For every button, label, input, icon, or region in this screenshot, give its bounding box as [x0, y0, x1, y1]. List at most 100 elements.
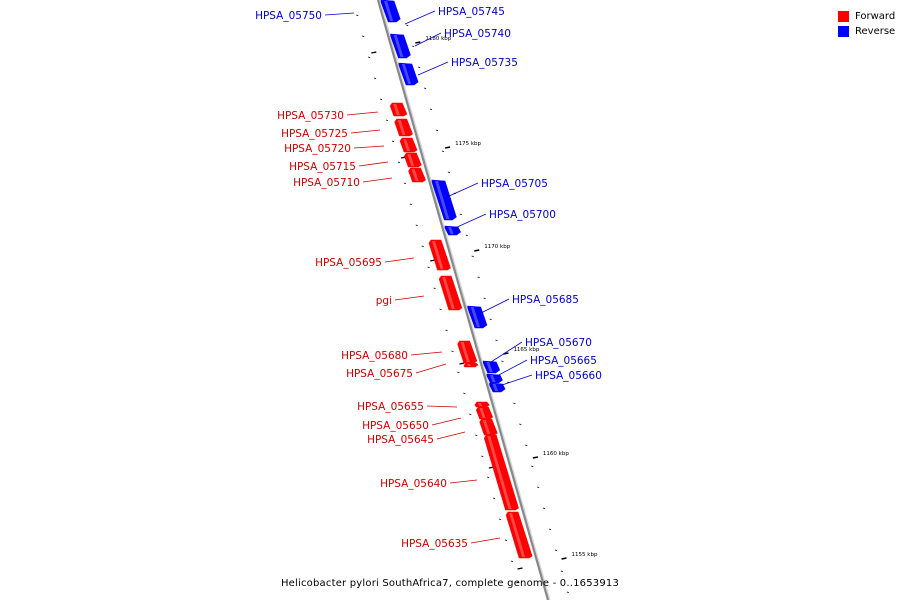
gene-block-hpsa_05730[interactable] — [389, 102, 408, 117]
major-tick-mark — [517, 567, 523, 570]
gene-label[interactable]: HPSA_05745 — [438, 6, 505, 18]
gene-label[interactable]: HPSA_05740 — [444, 28, 511, 40]
minor-tick — [566, 591, 570, 593]
minor-tick — [498, 518, 502, 520]
gene-label[interactable]: HPSA_05715 — [289, 161, 356, 173]
minor-tick — [510, 560, 514, 562]
gene-block-hpsa_05725[interactable] — [394, 118, 413, 137]
minor-tick — [560, 570, 564, 572]
minor-tick — [501, 360, 504, 362]
gene-block-shading — [489, 375, 496, 382]
gene-block-shading — [432, 241, 444, 269]
gene-label[interactable]: HPSA_05680 — [341, 350, 408, 362]
forward-swatch — [838, 11, 849, 22]
gene-label[interactable]: HPSA_05720 — [284, 143, 351, 155]
gene-leader-line — [426, 405, 458, 408]
gene-block-hpsa_05635[interactable] — [505, 511, 533, 559]
minor-tick — [445, 329, 448, 331]
gene-label[interactable]: HPSA_05695 — [315, 257, 382, 269]
gene-label[interactable]: HPSA_05665 — [530, 355, 597, 367]
gene-label[interactable]: HPSA_05685 — [512, 294, 579, 306]
gene-leader-line — [353, 145, 385, 149]
tick-label: 1170 kbp — [484, 244, 510, 250]
gene-block-hpsa_05710[interactable] — [408, 167, 426, 183]
tick-label: 1180 kbp — [425, 36, 451, 42]
minor-tick — [421, 245, 424, 247]
major-tick-mark — [444, 146, 451, 149]
gene-block-hpsa_05720[interactable] — [399, 137, 418, 153]
gene-leader-line — [431, 417, 462, 426]
gene-block-hpsa_05695[interactable] — [428, 239, 451, 271]
gene-block-shading — [393, 104, 400, 115]
gene-block-hpsa_05685[interactable] — [467, 305, 488, 329]
gene-label[interactable]: HPSA_05655 — [357, 401, 424, 413]
minor-tick — [379, 98, 383, 100]
gene-block-hpsa_05715[interactable] — [404, 152, 422, 168]
minor-tick — [406, 24, 409, 26]
minor-tick — [459, 213, 462, 215]
minor-tick — [463, 392, 466, 394]
minor-tick — [513, 402, 516, 404]
minor-tick — [403, 182, 406, 184]
minor-tick — [489, 318, 492, 320]
gene-block-hpsa_05735[interactable] — [398, 62, 419, 86]
gene-block-shading — [477, 403, 483, 406]
gene-label[interactable]: HPSA_05735 — [451, 57, 518, 69]
gene-block-shading — [448, 227, 454, 234]
gene-block-hpsa_05705[interactable] — [431, 179, 457, 221]
gene-label[interactable]: HPSA_05650 — [362, 420, 429, 432]
gene-block-hpsa_05670[interactable] — [482, 360, 501, 374]
gene-label[interactable]: HPSA_05700 — [489, 209, 556, 221]
gene-block-hpsa_05740[interactable] — [390, 33, 411, 59]
minor-tick — [397, 161, 401, 163]
gene-block-shading — [442, 277, 455, 309]
gene-block-shading — [411, 169, 419, 181]
gene-block-shading — [435, 181, 450, 219]
gene-block-shading — [487, 436, 512, 509]
minor-tick — [412, 45, 415, 47]
gene-block-hpsa_05675[interactable] — [463, 362, 479, 368]
minor-tick — [475, 434, 478, 436]
gene-label[interactable]: HPSA_05670 — [525, 337, 592, 349]
tick-layer: 1180 kbp 1175 kbp 1170 kbp 1165 kbp 1160 kbp… — [356, 14, 598, 593]
legend-forward-label: Forward — [855, 11, 896, 22]
tick-label: 1175 kbp — [455, 141, 481, 147]
gene-label[interactable]: HPSA_05675 — [346, 368, 413, 380]
gene-leader-line — [454, 213, 487, 229]
gene-label[interactable]: HPSA_05730 — [277, 110, 344, 122]
gene-leader-line — [350, 129, 381, 134]
gene-leader-line — [498, 374, 533, 387]
gene-leader-line — [446, 182, 479, 198]
gene-block-shading — [470, 307, 480, 327]
minor-tick — [554, 549, 558, 551]
gene-label[interactable]: HPSA_05705 — [481, 178, 548, 190]
gene-block-hpsa_05745[interactable] — [380, 0, 401, 23]
gene-leader-line — [404, 10, 436, 25]
gene-label[interactable]: HPSA_05640 — [380, 478, 447, 490]
gene-block-shading — [486, 362, 493, 372]
gene-label[interactable]: HPSA_05725 — [281, 128, 348, 140]
gene-label[interactable]: HPSA_05635 — [401, 538, 468, 550]
gene-leader-line — [415, 363, 447, 374]
minor-tick — [423, 87, 427, 89]
gene-block-hpsa_05655[interactable] — [474, 401, 490, 408]
gene-label[interactable]: HPSA_05660 — [535, 370, 602, 382]
gene-label[interactable]: HPSA_05645 — [367, 434, 434, 446]
minor-tick — [465, 234, 468, 236]
minor-tick — [439, 308, 442, 310]
major-tick-mark — [474, 249, 480, 252]
major-tick-mark — [371, 51, 377, 54]
gene-block-shading — [466, 364, 471, 366]
legend-reverse: Reverse — [838, 24, 895, 39]
gene-block-hpsa_05665[interactable] — [486, 373, 503, 384]
minor-tick — [457, 371, 460, 373]
gene-label[interactable]: HPSA_05750 — [255, 10, 322, 22]
gene-leader-line — [324, 12, 355, 16]
gene-block-pgi[interactable] — [438, 275, 463, 311]
gene-label[interactable]: HPSA_05710 — [293, 177, 360, 189]
minor-tick — [368, 56, 371, 58]
minor-tick — [427, 266, 430, 268]
major-tick-mark — [415, 41, 421, 44]
gene-block-hpsa_05640[interactable] — [483, 434, 519, 511]
gene-label[interactable]: pgi — [376, 295, 392, 307]
